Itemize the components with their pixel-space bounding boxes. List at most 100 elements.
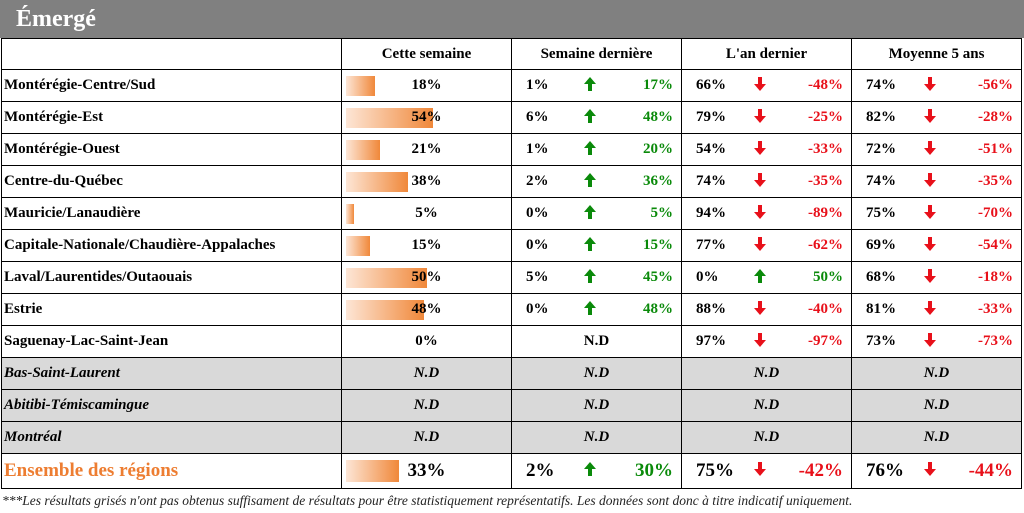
an-dernier: 88% -40% [681, 293, 852, 326]
moyenne-5-ans: 75% -70% [851, 197, 1022, 230]
cette-semaine-value: 5% [415, 205, 438, 221]
moyenne-5-ans-diff: -56% [978, 77, 1013, 93]
semaine-derniere-value: 0% [526, 205, 549, 221]
an-dernier-content: 79% -25% [683, 103, 851, 133]
semaine-derniere-diff: 36% [643, 173, 673, 189]
arrow-down-icon [740, 204, 780, 223]
arrow-down-icon [910, 462, 950, 480]
an-dernier-value: 88% [696, 301, 726, 317]
semaine-derniere-value: 5% [526, 269, 549, 285]
semaine-derniere-diff: 48% [643, 301, 673, 317]
table-row: Estrie 48% 0% 48% 88% -40% 81% -33% [1, 293, 1022, 326]
an-dernier-diff: -25% [808, 109, 843, 125]
progress-bar [346, 268, 427, 288]
an-dernier-diff: -40% [808, 301, 843, 317]
an-dernier-content: 74% -35% [683, 167, 851, 197]
an-dernier: 66% -48% [681, 69, 852, 102]
moyenne-5-ans-value: 73% [866, 333, 896, 349]
progress-bar [346, 172, 408, 192]
moyenne-5-ans: 69% -54% [851, 229, 1022, 262]
semaine-derniere-content: 0% 5% [513, 199, 681, 229]
moyenne-5-ans-diff: -28% [978, 109, 1013, 125]
arrow-down-icon [910, 204, 950, 223]
moyenne-5-ans-content: 68% -18% [853, 263, 1021, 293]
an-dernier-content: 54% -33% [683, 135, 851, 165]
progress-bar [346, 204, 354, 224]
moyenne-5-ans-value: 81% [866, 301, 896, 317]
results-table: Cette semaine Semaine dernière L'an dern… [1, 38, 1022, 489]
semaine-derniere-nd: N.D [511, 325, 682, 358]
semaine-derniere: 1% 20% [511, 133, 682, 166]
arrow-up-icon [570, 300, 610, 319]
an-dernier-diff: -89% [808, 205, 843, 221]
semaine-derniere-content: 1% 20% [513, 135, 681, 165]
table-row: Mauricie/Lanaudière 5% 0% 5% 94% -89% 75% -70% [1, 197, 1022, 230]
arrow-down-icon [910, 108, 950, 127]
an-dernier: 79% -25% [681, 101, 852, 134]
an-dernier-value: 74% [696, 173, 726, 189]
cette-semaine-cell: 38% [341, 165, 512, 198]
region-name: Montérégie-Centre/Sud [1, 69, 342, 102]
semaine-derniere: 2% 30% [511, 453, 682, 489]
an-dernier-content: 75% -42% [683, 455, 851, 488]
moyenne-5-ans-content: 76% -44% [853, 455, 1021, 488]
moyenne-5-ans-content: 75% -70% [853, 199, 1021, 229]
moyenne-5-ans-content: 81% -33% [853, 295, 1021, 325]
arrow-down-icon [740, 76, 780, 95]
arrow-down-icon [910, 332, 950, 351]
arrow-up-icon [570, 76, 610, 95]
semaine-derniere-content: 1% 17% [513, 71, 681, 101]
semaine-derniere-value: 0% [526, 301, 549, 317]
semaine-derniere-content: 0% 48% [513, 295, 681, 325]
moyenne-5-ans-diff: -44% [968, 460, 1013, 481]
an-dernier-nd: N.D [681, 357, 852, 390]
page-title: Émergé [0, 0, 1024, 38]
arrow-up-icon [570, 108, 610, 127]
cette-semaine-nd: N.D [341, 357, 512, 390]
region-name: Abitibi-Témiscamingue [1, 389, 342, 422]
cette-semaine-value: 15% [411, 237, 442, 253]
progress-bar [346, 300, 424, 320]
arrow-up-icon [570, 204, 610, 223]
cette-semaine-cell: 33% [341, 453, 512, 489]
semaine-derniere-diff: 17% [643, 77, 673, 93]
table-row: Montérégie-Centre/Sud 18% 1% 17% 66% -48% 74% -… [1, 69, 1022, 102]
region-name: Centre-du-Québec [1, 165, 342, 198]
semaine-derniere-content: 6% 48% [513, 103, 681, 133]
arrow-down-icon [910, 172, 950, 191]
cette-semaine-value: 0% [415, 333, 438, 349]
moyenne-5-ans-value: 74% [866, 77, 896, 93]
semaine-derniere: 2% 36% [511, 165, 682, 198]
progress-bar [346, 140, 380, 160]
an-dernier-value: 0% [696, 269, 719, 285]
cette-semaine-nd: N.D [341, 421, 512, 454]
semaine-derniere-value: 1% [526, 141, 549, 157]
progress-bar [346, 76, 375, 96]
an-dernier-value: 97% [696, 333, 726, 349]
progress-bar [346, 460, 399, 482]
cette-semaine-cell: 5% [341, 197, 512, 230]
semaine-derniere-value: 0% [526, 237, 549, 253]
arrow-down-icon [740, 462, 780, 480]
header-an-dernier: L'an dernier [681, 38, 852, 70]
an-dernier-content: 77% -62% [683, 231, 851, 261]
moyenne-5-ans-nd: N.D [851, 357, 1022, 390]
cette-semaine-value: 50% [411, 269, 442, 285]
arrow-up-icon [740, 268, 780, 287]
moyenne-5-ans-diff: -18% [978, 269, 1013, 285]
table-row: Abitibi-Témiscamingue N.D N.D N.D N.D [1, 389, 1022, 422]
semaine-derniere: 1% 17% [511, 69, 682, 102]
moyenne-5-ans-diff: -54% [978, 237, 1013, 253]
moyenne-5-ans-content: 82% -28% [853, 103, 1021, 133]
an-dernier-diff: -33% [808, 141, 843, 157]
moyenne-5-ans-content: 74% -35% [853, 167, 1021, 197]
region-name: Montérégie-Ouest [1, 133, 342, 166]
arrow-down-icon [910, 76, 950, 95]
header-semaine-derniere: Semaine dernière [511, 38, 682, 70]
an-dernier: 94% -89% [681, 197, 852, 230]
an-dernier: 74% -35% [681, 165, 852, 198]
cette-semaine-value: 38% [411, 173, 442, 189]
footnote: ***Les résultats grisés n'ont pas obtenu… [2, 493, 853, 508]
table-row: Montérégie-Est 54% 6% 48% 79% -25% 82% -28% [1, 101, 1022, 134]
semaine-derniere-diff: 20% [643, 141, 673, 157]
